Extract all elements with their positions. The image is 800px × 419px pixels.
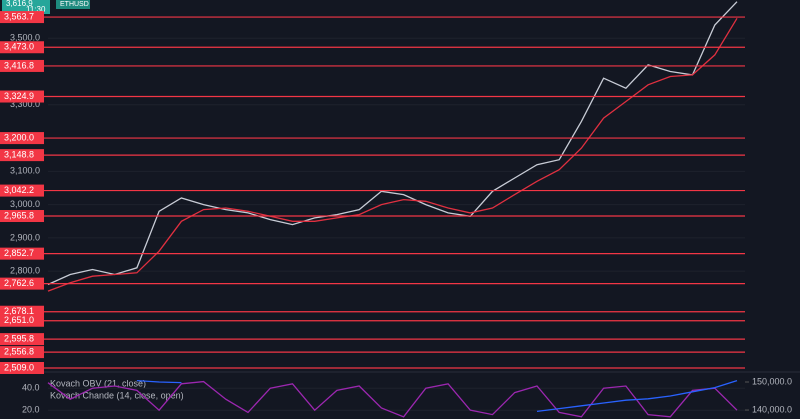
- level-badge: [0, 314, 44, 327]
- level-label: 2,595.8: [4, 333, 34, 343]
- level-badge: [0, 184, 44, 197]
- level-label: 3,200.0: [4, 132, 34, 142]
- level-label: 2,852.7: [4, 248, 34, 258]
- level-badge: [0, 361, 44, 374]
- level-label: 2,678.1: [4, 306, 34, 316]
- level-label: 2,651.0: [4, 315, 34, 325]
- y-tick-label: 2,800.0: [10, 266, 40, 276]
- price-line: [47, 17, 738, 292]
- level-badge: [0, 90, 44, 103]
- y2-tick-label: 150,000.0: [752, 376, 792, 386]
- level-label: 3,563.7: [4, 11, 34, 21]
- level-badge: [0, 346, 44, 359]
- level-label: 2,965.8: [4, 210, 34, 220]
- indicator-title: Kovach Chande (14, close, open): [50, 390, 184, 400]
- level-label: 3,042.2: [4, 185, 34, 195]
- level-badge: [0, 247, 44, 260]
- level-badge: [0, 333, 44, 346]
- level-badge: [0, 41, 44, 54]
- y-tick-label: 20.0: [22, 405, 40, 415]
- level-badge: [0, 210, 44, 223]
- price-line: [136, 379, 182, 384]
- level-badge: [0, 132, 44, 145]
- level-label: 2,762.6: [4, 278, 34, 288]
- level-badge: [0, 11, 44, 24]
- level-badge: [0, 305, 44, 318]
- y-tick-label: 3,100.0: [10, 166, 40, 176]
- y-tick-label: 40.0: [22, 383, 40, 393]
- y-tick-label: 3,500.0: [10, 33, 40, 43]
- y2-tick-label: 140,000.0: [752, 404, 792, 414]
- level-label: 2,556.8: [4, 346, 34, 356]
- indicator-title: Kovach OBV (21, close): [50, 378, 146, 388]
- level-label: 2,509.0: [4, 362, 34, 372]
- price-badge: [2, 0, 50, 14]
- price-line: [47, 1, 738, 286]
- level-label: 3,473.0: [4, 42, 34, 52]
- level-badge: [0, 149, 44, 162]
- last-price: 3,616.9: [6, 0, 33, 8]
- level-badge: [0, 59, 44, 72]
- last-time: 11:30: [26, 5, 46, 14]
- level-label: 3,416.8: [4, 60, 34, 70]
- y-tick-label: 3,000.0: [10, 199, 40, 209]
- y-tick-label: 3,300.0: [10, 99, 40, 109]
- symbol: ETHUSD: [60, 1, 89, 8]
- y-tick-label: 2,900.0: [10, 232, 40, 242]
- level-badge: [0, 277, 44, 290]
- price-line: [47, 380, 738, 418]
- price-line: [536, 379, 738, 413]
- level-label: 3,324.9: [4, 91, 34, 101]
- level-label: 3,148.8: [4, 149, 34, 159]
- symbol-badge: [56, 0, 90, 9]
